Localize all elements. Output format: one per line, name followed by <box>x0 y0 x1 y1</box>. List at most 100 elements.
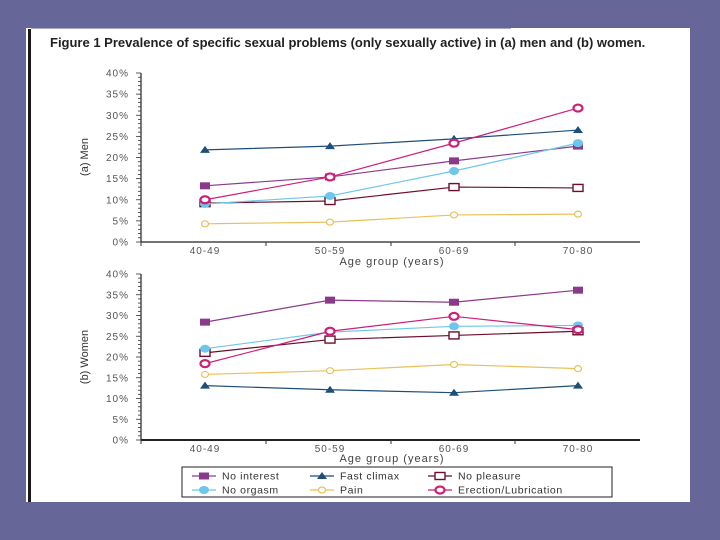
figure-title: Figure 1 Prevalence of specific sexual p… <box>50 35 646 50</box>
series-no-orgasm <box>200 139 583 208</box>
data-point <box>449 157 459 165</box>
legend-item: Fast climax <box>310 471 400 483</box>
data-point <box>199 195 211 205</box>
data-point <box>573 210 583 218</box>
data-point <box>325 296 335 304</box>
y-tick-label: 5% <box>113 216 129 227</box>
data-point <box>324 172 336 182</box>
data-point <box>325 191 335 200</box>
series-no-orgasm <box>200 321 583 353</box>
legend: No interest Fast climax No pleasure No orga… <box>181 466 613 498</box>
x-tick-label: 70-80 <box>563 246 594 257</box>
y-tick-label: 35% <box>106 290 129 301</box>
y-tick-label: 20% <box>106 353 129 364</box>
series-line <box>204 129 579 151</box>
x-tick-label: 50-59 <box>315 444 346 455</box>
chart-women: 0% 5% 10% 15% 20% 25% 30% 35% 40% 40-49 50-59 60-69… <box>79 270 640 465</box>
series-line <box>204 107 579 201</box>
data-point <box>448 182 460 192</box>
data-point <box>573 286 583 294</box>
legend-label: No interest <box>222 471 279 483</box>
series-line <box>204 213 579 225</box>
legend-item: No pleasure <box>428 471 521 483</box>
y-tick-label: 5% <box>113 415 129 426</box>
y-tick-label: 0% <box>113 238 129 249</box>
panel-top-line <box>31 28 511 29</box>
series-line <box>204 330 579 354</box>
data-point <box>448 138 460 148</box>
series-line <box>204 363 579 376</box>
y-tick-label: 40% <box>106 69 129 80</box>
legend-label: No orgasm <box>222 485 279 497</box>
data-point <box>449 360 459 369</box>
x-tick-label: 40-49 <box>190 444 221 455</box>
data-point <box>325 385 335 393</box>
series-fast-climax <box>200 381 583 396</box>
series-line <box>204 289 579 323</box>
y-tick-label: 35% <box>106 90 129 101</box>
data-point <box>200 381 210 389</box>
data-point <box>573 126 583 134</box>
series-no-pleasure <box>199 182 584 208</box>
data-point <box>449 298 459 306</box>
series-line <box>204 324 579 350</box>
x-axis-title: Age group (years) <box>339 453 444 465</box>
panel-label: (a) Men <box>79 138 91 176</box>
x-tick-label: 60-69 <box>439 444 470 455</box>
x-tick-label: 60-69 <box>439 246 470 257</box>
data-point <box>572 325 584 335</box>
data-point <box>449 322 459 331</box>
y-tick-label: 10% <box>106 195 129 206</box>
data-point <box>449 388 459 396</box>
series-fast-climax <box>200 126 583 153</box>
series-line <box>204 315 579 365</box>
y-tick-label: 20% <box>106 153 129 164</box>
panel-label: (b) Women <box>79 330 91 384</box>
series-pain <box>200 210 583 228</box>
data-point <box>448 311 460 321</box>
data-point <box>200 145 210 153</box>
series-line <box>204 145 579 187</box>
series-no-interest <box>200 286 583 326</box>
data-point <box>572 183 584 193</box>
data-point <box>199 359 211 369</box>
data-point <box>449 211 459 219</box>
legend-label: Pain <box>340 485 363 497</box>
series-erection-lubrication <box>199 103 584 205</box>
y-tick-label: 0% <box>113 436 129 447</box>
data-point <box>200 344 210 353</box>
y-tick-label: 30% <box>106 311 129 322</box>
data-point <box>325 142 335 150</box>
legend-marker <box>317 472 327 479</box>
series-line <box>204 142 579 205</box>
x-tick-label: 70-80 <box>563 444 594 455</box>
data-point <box>200 220 210 228</box>
y-tick-label: 15% <box>106 373 129 384</box>
series-line <box>204 385 579 394</box>
data-point <box>200 318 210 326</box>
y-tick-label: 30% <box>106 111 129 122</box>
data-point <box>573 381 583 389</box>
legend-marker <box>434 471 446 481</box>
legend-label: Fast climax <box>340 471 400 483</box>
x-axis-title: Age group (years) <box>339 256 444 268</box>
data-point <box>449 167 459 176</box>
data-point <box>325 367 335 375</box>
data-point <box>325 218 335 226</box>
y-tick-label: 40% <box>106 270 129 281</box>
y-tick-label: 15% <box>106 174 129 185</box>
legend-label: Erection/Lubrication <box>458 485 563 497</box>
x-tick-label: 40-49 <box>190 246 221 257</box>
series-line <box>204 186 579 204</box>
legend-label: No pleasure <box>458 471 521 483</box>
data-point <box>572 103 584 113</box>
panel-left-border <box>28 29 31 502</box>
data-point <box>200 182 210 190</box>
data-point <box>324 335 336 344</box>
y-tick-label: 25% <box>106 332 129 343</box>
legend-item: No orgasm <box>192 485 279 497</box>
x-tick-label: 50-59 <box>315 246 346 257</box>
legend-marker <box>199 486 209 494</box>
series-erection-lubrication <box>199 311 584 369</box>
data-point <box>448 331 460 340</box>
